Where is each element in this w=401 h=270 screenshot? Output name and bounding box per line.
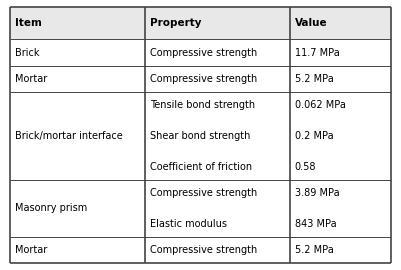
Text: Value: Value xyxy=(295,18,328,28)
Text: Shear bond strength: Shear bond strength xyxy=(150,131,251,141)
Text: 0.062 MPa: 0.062 MPa xyxy=(295,100,346,110)
Text: Compressive strength: Compressive strength xyxy=(150,245,257,255)
Text: 5.2 MPa: 5.2 MPa xyxy=(295,74,334,84)
Text: Tensile bond strength: Tensile bond strength xyxy=(150,100,255,110)
Text: Mortar: Mortar xyxy=(15,74,47,84)
Text: Mortar: Mortar xyxy=(15,245,47,255)
Text: Compressive strength: Compressive strength xyxy=(150,48,257,58)
Text: 843 MPa: 843 MPa xyxy=(295,218,336,228)
Text: 0.58: 0.58 xyxy=(295,161,316,171)
Bar xyxy=(10,7,391,39)
Text: Brick: Brick xyxy=(15,48,39,58)
Text: Elastic modulus: Elastic modulus xyxy=(150,218,227,228)
Text: Compressive strength: Compressive strength xyxy=(150,74,257,84)
Text: 0.2 MPa: 0.2 MPa xyxy=(295,131,334,141)
Text: Property: Property xyxy=(150,18,202,28)
Text: 5.2 MPa: 5.2 MPa xyxy=(295,245,334,255)
Text: Item: Item xyxy=(15,18,42,28)
Text: Masonry prism: Masonry prism xyxy=(15,203,87,213)
Text: 3.89 MPa: 3.89 MPa xyxy=(295,188,340,198)
Text: 11.7 MPa: 11.7 MPa xyxy=(295,48,340,58)
Text: Compressive strength: Compressive strength xyxy=(150,188,257,198)
Text: Coefficient of friction: Coefficient of friction xyxy=(150,161,252,171)
Text: Brick/mortar interface: Brick/mortar interface xyxy=(15,131,123,141)
